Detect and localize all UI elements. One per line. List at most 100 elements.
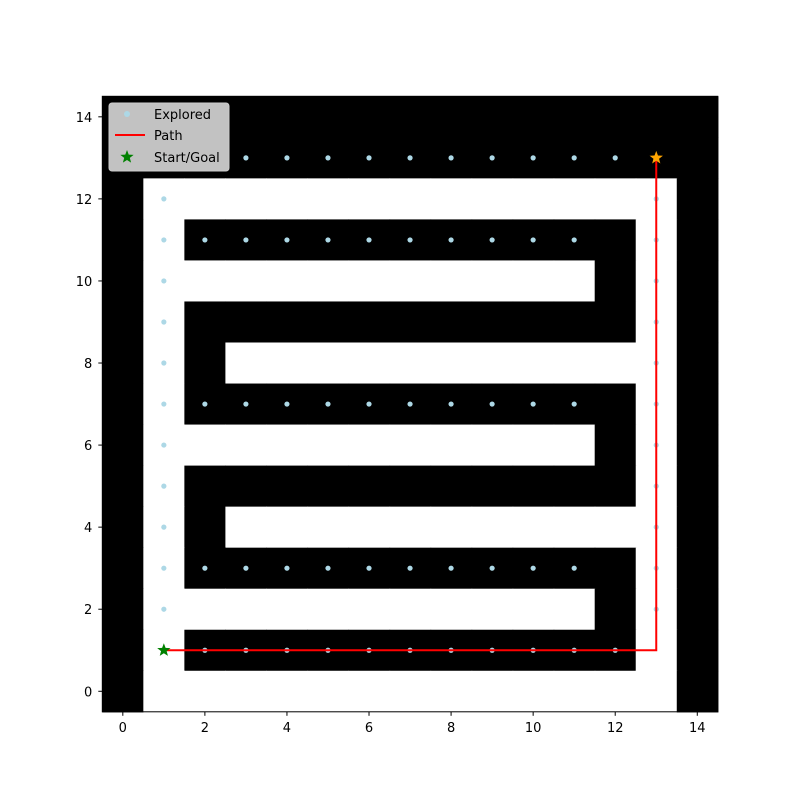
maze-wall-cell <box>430 96 473 138</box>
y-axis: 0 2 4 6 8 10 12 14 <box>76 111 103 700</box>
maze-wall-cell <box>594 260 637 303</box>
maze-wall-cell <box>225 96 268 138</box>
y-tick-label: 4 <box>84 521 92 536</box>
maze-wall-cell <box>635 96 678 138</box>
maze-wall-cell <box>102 178 144 220</box>
maze-free-cell <box>307 588 350 631</box>
maze-free-cell <box>307 506 350 549</box>
maze-wall-cell <box>676 178 719 220</box>
maze-wall-cell <box>102 629 144 672</box>
y-tick-label: 6 <box>84 439 92 454</box>
maze-wall-cell <box>102 260 144 303</box>
maze-free-cell <box>553 342 596 385</box>
maze-free-cell <box>430 424 473 467</box>
maze-free-cell <box>512 588 555 631</box>
explored-point <box>571 237 577 243</box>
maze-wall-cell <box>676 588 719 631</box>
x-axis: 0 2 4 6 8 10 12 14 <box>119 711 706 736</box>
maze-free-cell <box>225 506 268 549</box>
maze-free-cell <box>553 588 596 631</box>
explored-point <box>161 442 167 448</box>
maze-free-cell <box>594 342 637 385</box>
explored-point <box>571 401 577 407</box>
maze-wall-cell <box>389 301 432 344</box>
explored-point <box>366 155 372 161</box>
maze-free-cell <box>348 178 391 220</box>
x-tick-label: 2 <box>201 721 209 736</box>
y-tick-label: 0 <box>84 685 92 700</box>
maze-free-cell <box>143 670 185 713</box>
x-tick-label: 0 <box>119 721 127 736</box>
explored-point <box>366 237 372 243</box>
explored-point <box>284 237 290 243</box>
x-tick-label: 8 <box>447 721 455 736</box>
maze-wall-cell <box>430 465 473 508</box>
maze-free-cell <box>512 178 555 220</box>
maze-free-cell <box>225 670 268 713</box>
maze-wall-cell <box>102 547 144 590</box>
start-star-marker <box>157 643 171 656</box>
maze-free-cell <box>430 588 473 631</box>
maze-wall-cell <box>102 383 144 426</box>
axes-frame <box>101 95 719 713</box>
maze-wall-cell <box>471 96 514 138</box>
maze-free-cell <box>266 342 309 385</box>
maze-wall-cell <box>184 465 226 508</box>
explored-point <box>161 196 167 202</box>
maze-free-cell <box>389 424 432 467</box>
maze-wall-cell <box>307 96 350 138</box>
explored-point <box>530 155 536 161</box>
maze-wall-cell <box>184 342 226 385</box>
maze-free-cell <box>553 670 596 713</box>
maze-free-cell <box>184 424 226 467</box>
maze-wall-cell <box>102 588 144 631</box>
maze-free-cell <box>266 588 309 631</box>
maze-free-cell <box>594 506 637 549</box>
maze-wall-cell <box>389 465 432 508</box>
maze-wall-cell <box>102 506 144 549</box>
maze-wall-cell <box>102 301 144 344</box>
maze-free-cell <box>553 424 596 467</box>
explored-point <box>489 155 495 161</box>
maze-wall-cell <box>676 506 719 549</box>
maze-free-cell <box>389 588 432 631</box>
explored-point <box>448 155 454 161</box>
y-tick-label: 14 <box>76 111 93 126</box>
explored-point <box>243 237 249 243</box>
explored-point <box>489 237 495 243</box>
maze-free-cell <box>266 670 309 713</box>
explored-point <box>161 565 167 571</box>
maze-free-cell <box>348 670 391 713</box>
maze-free-cell <box>307 670 350 713</box>
maze-wall-cell <box>225 301 268 344</box>
maze-free-cell <box>471 506 514 549</box>
maze-free-cell <box>266 424 309 467</box>
maze-wall-cell <box>553 96 596 138</box>
maze-wall-cell <box>512 96 555 138</box>
x-tick-label: 4 <box>283 721 291 736</box>
explored-point <box>161 483 167 489</box>
explored-point <box>161 278 167 284</box>
explored-point <box>202 401 208 407</box>
maze-wall-cell <box>471 465 514 508</box>
legend-explored-label: Explored <box>154 108 211 123</box>
maze-wall-cell <box>266 301 309 344</box>
x-tick-label: 10 <box>525 721 542 736</box>
maze-free-cell <box>430 342 473 385</box>
maze-wall-cell <box>676 629 719 672</box>
maze-free-cell <box>512 424 555 467</box>
legend-startgoal-label: Start/Goal <box>154 151 220 166</box>
explored-point <box>489 401 495 407</box>
maze-wall-cell <box>512 301 555 344</box>
maze-free-cell <box>348 424 391 467</box>
maze-wall-cell <box>676 547 719 590</box>
explored-point <box>571 565 577 571</box>
maze-free-cell <box>389 342 432 385</box>
maze-free-cell <box>471 178 514 220</box>
x-tick-label: 12 <box>607 721 624 736</box>
maze-free-cell <box>266 178 309 220</box>
maze-wall-cell <box>676 301 719 344</box>
explored-point <box>366 565 372 571</box>
maze-free-cell <box>471 342 514 385</box>
start-goal-markers <box>157 150 663 656</box>
